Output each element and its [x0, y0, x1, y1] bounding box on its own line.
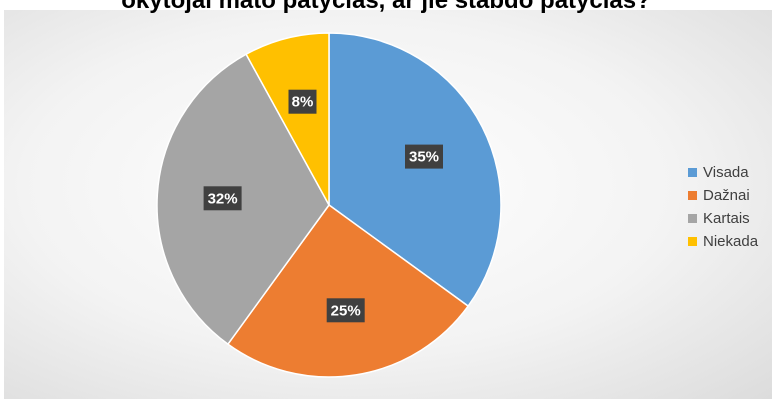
pie-chart: 35% 25% 32% 8%: [156, 32, 502, 378]
legend-label-niekada: Niekada: [703, 233, 759, 250]
legend-label-kartais: Kartais: [703, 210, 750, 227]
pie-slice-kartais: [156, 53, 330, 346]
legend-swatch-daznai: [688, 191, 697, 200]
svg-text:8%: 8%: [292, 94, 314, 111]
chart-title: okytojai mato patyčias, ar jie stabdo pa…: [121, 0, 651, 14]
svg-text:25%: 25%: [331, 302, 361, 319]
legend-swatch-niekada: [688, 237, 697, 246]
legend-item-niekada: Niekada: [688, 230, 758, 253]
legend: Visada Dažnai Kartais Niekada: [688, 161, 758, 253]
data-label-visada: 35%: [405, 144, 443, 169]
data-label-kartais: 32%: [203, 186, 242, 211]
pie-slice-daznai: [226, 203, 470, 378]
legend-item-kartais: Kartais: [688, 207, 758, 230]
pie-slice-niekada: [245, 32, 330, 206]
svg-text:32%: 32%: [208, 190, 238, 207]
legend-label-visada: Visada: [703, 164, 749, 181]
legend-swatch-visada: [688, 168, 697, 177]
legend-item-visada: Visada: [688, 161, 758, 184]
chart-area: 35% 25% 32% 8% Visada Dažnai Kartais Niekada: [4, 10, 772, 399]
data-label-niekada: 8%: [288, 89, 317, 114]
data-label-daznai: 25%: [326, 298, 365, 323]
legend-swatch-kartais: [688, 214, 697, 223]
pie-slice-visada: [328, 32, 502, 308]
svg-text:35%: 35%: [409, 149, 439, 166]
legend-item-daznai: Dažnai: [688, 184, 758, 207]
legend-label-daznai: Dažnai: [703, 187, 750, 204]
